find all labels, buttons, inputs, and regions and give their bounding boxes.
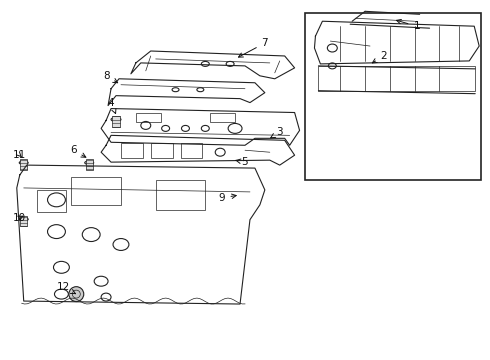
- Ellipse shape: [69, 287, 84, 302]
- Text: 3: 3: [270, 127, 283, 138]
- Bar: [112, 116, 120, 127]
- Bar: [121, 143, 143, 158]
- Text: 10: 10: [13, 213, 26, 223]
- Bar: [210, 113, 235, 122]
- Text: 5: 5: [236, 157, 248, 167]
- Bar: [136, 113, 161, 122]
- Text: 4: 4: [108, 98, 116, 113]
- Bar: [156, 180, 205, 210]
- Bar: [20, 159, 27, 170]
- Bar: [37, 190, 66, 212]
- Text: 1: 1: [396, 19, 420, 31]
- Text: 2: 2: [372, 51, 387, 63]
- Text: 12: 12: [57, 282, 75, 294]
- Text: 7: 7: [239, 38, 268, 57]
- Bar: [86, 159, 93, 170]
- Bar: [151, 143, 172, 158]
- Text: 8: 8: [103, 71, 118, 83]
- Bar: [318, 66, 475, 91]
- Bar: [305, 13, 481, 180]
- Text: 1: 1: [414, 21, 420, 31]
- Bar: [180, 143, 202, 158]
- Text: 11: 11: [13, 150, 26, 160]
- Bar: [20, 216, 27, 226]
- Text: 9: 9: [219, 193, 236, 203]
- Bar: [72, 177, 121, 205]
- Text: 6: 6: [70, 145, 86, 157]
